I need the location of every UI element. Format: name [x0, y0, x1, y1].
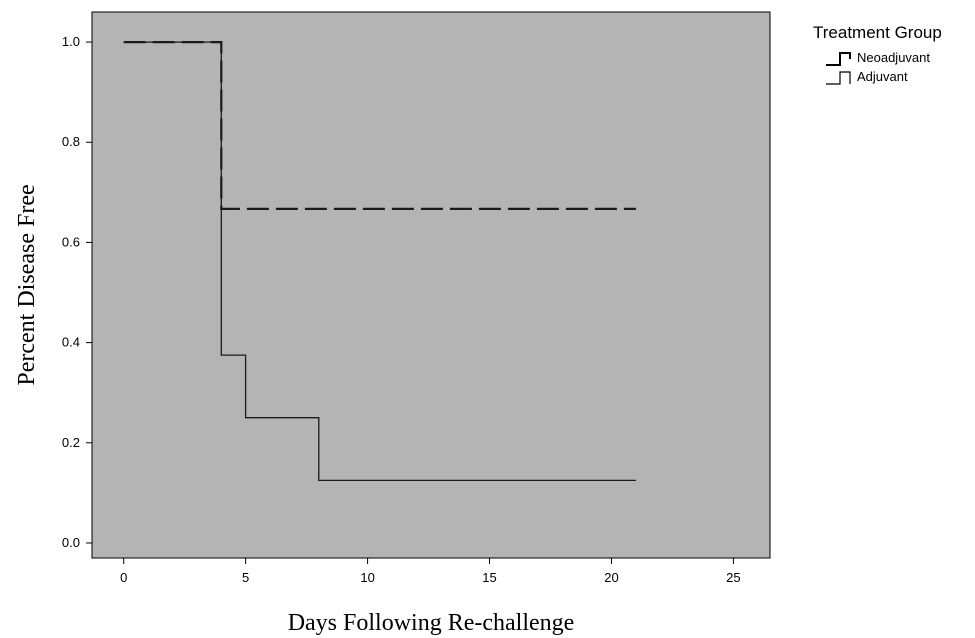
- legend-label-adjuvant: Adjuvant: [857, 69, 908, 84]
- x-axis-title: Days Following Re-challenge: [288, 610, 575, 636]
- x-tick-label: 0: [120, 570, 127, 585]
- y-axis: 0.0 0.2 0.4 0.6 0.8 1.0: [62, 34, 92, 550]
- series-layer: [123, 41, 636, 482]
- x-tick-label: 10: [360, 570, 374, 585]
- x-tick-label: 25: [726, 570, 740, 585]
- x-tick-label: 20: [604, 570, 618, 585]
- legend-title: Treatment Group: [813, 23, 942, 42]
- x-tick-label: 5: [242, 570, 249, 585]
- legend-symbol-adjuvant: [826, 71, 851, 85]
- y-axis-title: Percent Disease Free: [14, 184, 40, 385]
- legend-symbol-neoadjuvant: [826, 52, 851, 66]
- y-tick-label: 1.0: [62, 34, 80, 49]
- series-line-adjuvant: [123, 41, 636, 482]
- y-tick-label: 0.4: [62, 335, 80, 350]
- y-tick-label: 0.6: [62, 234, 80, 249]
- y-tick-label: 0.2: [62, 435, 80, 450]
- plot-area: [91, 11, 771, 559]
- y-tick-label: 0.0: [62, 535, 80, 550]
- legend: Treatment Group Neoadjuvant Adjuvant: [813, 23, 942, 85]
- y-tick-label: 0.8: [62, 134, 80, 149]
- x-tick-label: 15: [482, 570, 496, 585]
- x-axis: 0 5 10 15 20 25: [120, 558, 741, 585]
- legend-label-neoadjuvant: Neoadjuvant: [857, 50, 930, 65]
